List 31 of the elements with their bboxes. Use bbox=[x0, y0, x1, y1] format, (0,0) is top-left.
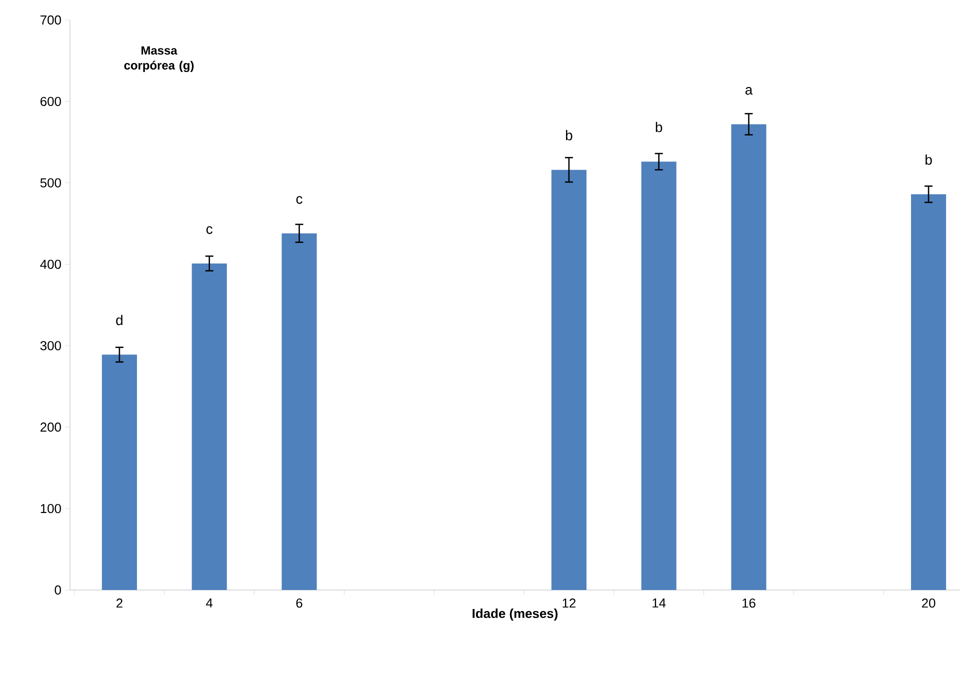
annotation: b bbox=[926, 154, 932, 165]
annotation: b bbox=[656, 122, 662, 132]
y-tick-label: 100 bbox=[40, 504, 61, 514]
x-tick-label: 12 bbox=[562, 598, 576, 608]
bar bbox=[192, 263, 227, 590]
bar bbox=[731, 124, 766, 590]
y-tick-label: 0 bbox=[54, 585, 61, 595]
bar bbox=[102, 354, 137, 590]
bar bbox=[641, 162, 676, 590]
y-axis-title: Massa corpórea (g) bbox=[124, 46, 194, 72]
y-tick-label: 400 bbox=[40, 260, 61, 269]
annotation: c bbox=[206, 226, 212, 234]
y-tick-label: 300 bbox=[40, 341, 61, 350]
x-tick-label: 2 bbox=[116, 598, 122, 608]
x-tick-label: 20 bbox=[922, 598, 936, 608]
y-tick-label: 200 bbox=[40, 422, 61, 432]
annotation: a bbox=[745, 87, 753, 95]
x-tick-label: 4 bbox=[206, 598, 213, 608]
x-tick-label: 14 bbox=[652, 598, 666, 608]
annotation: d bbox=[116, 314, 122, 326]
annotation: c bbox=[296, 196, 302, 204]
x-tick-label: 16 bbox=[742, 598, 756, 608]
annotation: b bbox=[566, 130, 572, 140]
y-tick-label: 500 bbox=[40, 178, 61, 188]
y-tick-label: 600 bbox=[40, 96, 61, 106]
x-axis-title: Idade (meses) bbox=[472, 608, 558, 621]
y-tick-label: 700 bbox=[40, 15, 61, 25]
x-tick-label: 6 bbox=[296, 598, 302, 608]
bar bbox=[551, 170, 586, 590]
bar bbox=[911, 194, 946, 590]
bar bbox=[282, 233, 317, 590]
